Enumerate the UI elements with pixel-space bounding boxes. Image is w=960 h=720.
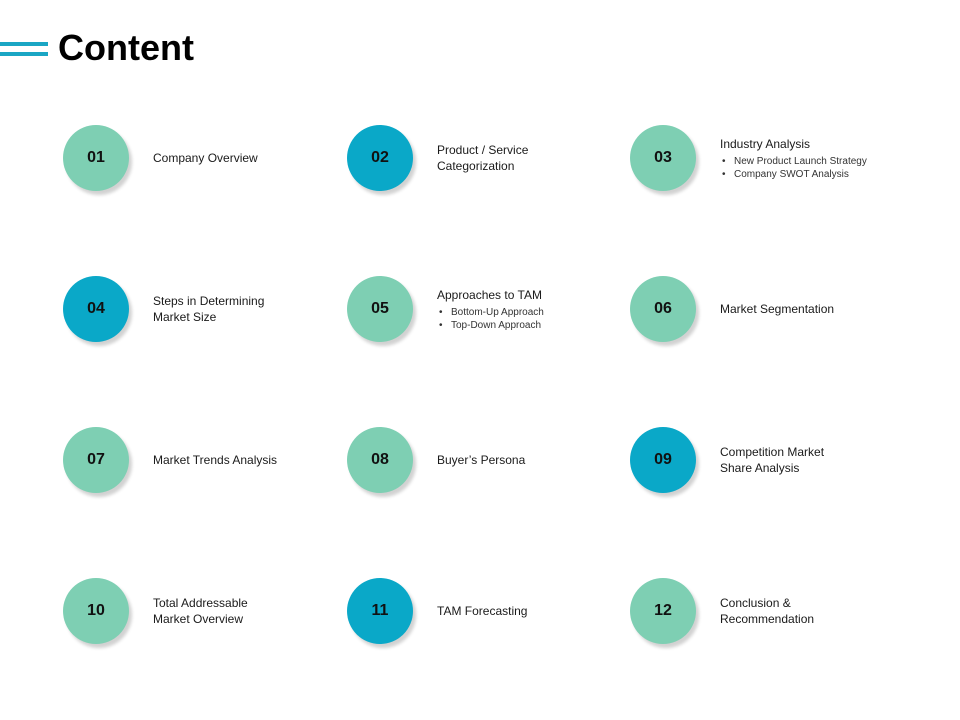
sub-list-item: Company SWOT Analysis [720, 168, 890, 181]
item-text: Industry Analysis New Product Launch Stra… [720, 125, 890, 191]
content-item-08: 08 Buyer’s Persona [347, 427, 607, 497]
content-item-06: 06 Market Segmentation [630, 276, 890, 346]
item-label: Market Trends Analysis [153, 453, 278, 467]
sub-list-item: New Product Launch Strategy [720, 155, 890, 168]
item-text: Buyer’s Persona [437, 427, 607, 493]
content-item-05: 05 Approaches to TAM Bottom-Up ApproachTop… [347, 276, 607, 346]
number-circle: 10 [63, 578, 129, 644]
content-item-07: 07 Market Trends Analysis [63, 427, 323, 497]
item-text: Total Addressable Market Overview [153, 578, 323, 644]
number-circle: 01 [63, 125, 129, 191]
number-circle: 06 [630, 276, 696, 342]
item-text: Company Overview [153, 125, 323, 191]
item-label: Product / Service Categorization [437, 143, 529, 173]
number-circle: 05 [347, 276, 413, 342]
item-label: TAM Forecasting [437, 604, 528, 618]
item-text: Market Trends Analysis [153, 427, 323, 493]
number-circle: 07 [63, 427, 129, 493]
content-item-02: 02 Product / Service Categorization [347, 125, 607, 195]
number-circle: 09 [630, 427, 696, 493]
sub-list: New Product Launch StrategyCompany SWOT … [720, 155, 890, 181]
sub-list-item: Top-Down Approach [437, 319, 607, 332]
sub-list-item: Bottom-Up Approach [437, 306, 607, 319]
number-circle: 08 [347, 427, 413, 493]
item-label: Steps in Determining Market Size [153, 294, 265, 324]
item-label: Competition Market Share Analysis [720, 445, 825, 475]
item-text: Approaches to TAM Bottom-Up ApproachTop-D… [437, 276, 607, 342]
accent-line [0, 52, 48, 56]
number-circle: 12 [630, 578, 696, 644]
content-item-09: 09 Competition Market Share Analysis [630, 427, 890, 497]
item-text: TAM Forecasting [437, 578, 607, 644]
content-item-01: 01 Company Overview [63, 125, 323, 195]
item-label: Company Overview [153, 151, 258, 165]
item-text: Steps in Determining Market Size [153, 276, 323, 342]
content-item-03: 03 Industry Analysis New Product Launch St… [630, 125, 890, 195]
item-text: Market Segmentation [720, 276, 890, 342]
item-label: Total Addressable Market Overview [153, 596, 248, 626]
number-circle: 02 [347, 125, 413, 191]
item-text: Product / Service Categorization [437, 125, 607, 191]
sub-list: Bottom-Up ApproachTop-Down Approach [437, 306, 607, 332]
item-label: Industry Analysis [720, 136, 811, 151]
item-label: Approaches to TAM [437, 287, 542, 302]
number-circle: 04 [63, 276, 129, 342]
item-label: Buyer’s Persona [437, 453, 526, 467]
item-text: Competition Market Share Analysis [720, 427, 890, 493]
accent-line [0, 42, 48, 46]
item-label: Market Segmentation [720, 302, 835, 316]
number-circle: 03 [630, 125, 696, 191]
content-item-11: 11 TAM Forecasting [347, 578, 607, 648]
content-item-04: 04 Steps in Determining Market Size [63, 276, 323, 346]
content-item-10: 10 Total Addressable Market Overview [63, 578, 323, 648]
number-circle: 11 [347, 578, 413, 644]
page-title: Content [58, 27, 194, 68]
content-item-12: 12 Conclusion & Recommendation [630, 578, 890, 648]
item-text: Conclusion & Recommendation [720, 578, 890, 644]
item-label: Conclusion & Recommendation [720, 596, 815, 626]
